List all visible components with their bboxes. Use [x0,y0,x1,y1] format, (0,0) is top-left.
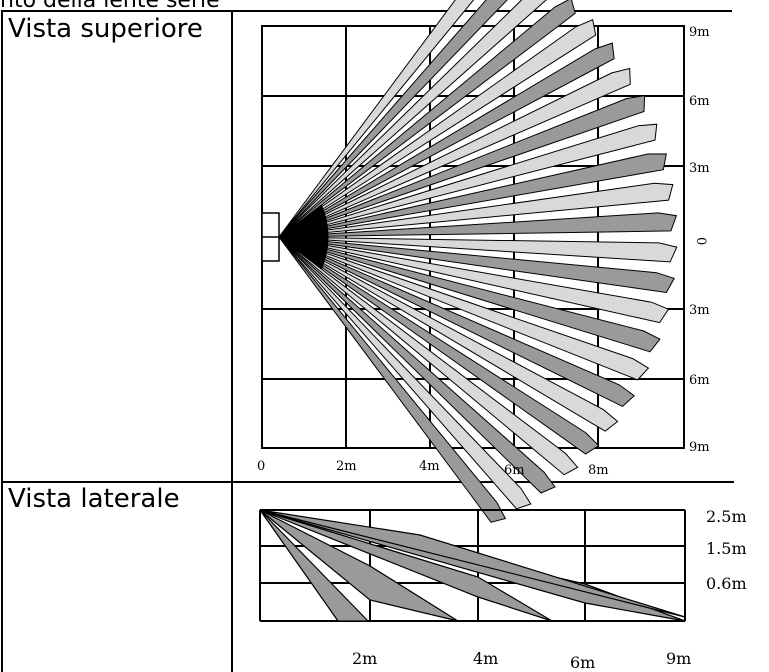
side-view-x-ticks: 2m 4m 6m 9m [352,649,691,672]
top-beam-6 [278,67,631,238]
top-x-tick-3: 6m [504,463,525,478]
top-beam-12 [278,236,678,263]
top-y-tick-2: 3m [689,161,710,176]
table-border-left [1,10,3,672]
top-beam-18 [278,236,619,432]
top-x-tick-4: 8m [588,463,609,478]
top-beam-8 [278,123,658,238]
top-x-tick-0: 0 [257,459,265,474]
side-x-tick-3: 9m [666,649,691,668]
side-x-tick-2: 6m [570,653,595,672]
side-beam-0 [259,509,370,622]
top-beam-14 [278,236,670,324]
figure-caption: nto della lente serie [0,0,220,13]
top-beam-0 [278,0,475,238]
top-beam-17 [278,236,635,407]
side-height-tick-2: 0.6m [706,574,747,593]
top-beam-22 [278,236,532,510]
top-beam-19 [278,236,600,455]
side-view-height-ticks: 2.5m 1.5m 0.6m [706,507,747,593]
top-beam-16 [278,236,650,381]
top-x-tick-2: 4m [419,459,440,474]
side-height-tick-1: 1.5m [706,539,747,558]
top-beam-15 [278,236,661,353]
top-beam-5 [278,42,615,238]
top-beam-9 [278,153,667,238]
side-view-beams [259,509,686,622]
top-view-y-ticks: 9m 6m 3m 0 3m 6m 9m [689,25,710,455]
top-y-tick-0: 9m [689,25,710,40]
top-beam-2 [278,0,547,238]
side-beam-2 [259,509,553,622]
sensor-body [261,212,280,262]
side-height-tick-0: 2.5m [706,507,747,526]
beam-apex [279,205,329,269]
table-divider-vertical [231,10,233,672]
top-view-label: Vista superiore [8,14,203,44]
side-beam-4 [259,509,686,618]
table-border-top [1,10,732,12]
side-beam-1 [259,509,459,622]
top-y-tick-1: 6m [689,94,710,109]
top-beam-23 [278,236,507,523]
top-y-tick-6: 9m [689,440,710,455]
side-x-tick-1: 4m [473,649,498,668]
top-x-tick-1: 2m [336,459,357,474]
top-view-beams [278,0,678,523]
top-beam-11 [278,212,678,238]
top-y-tick-5: 6m [689,373,710,388]
top-beam-10 [278,182,674,238]
side-view-label: Vista laterale [8,484,180,514]
top-beam-7 [278,95,646,238]
top-beam-4 [278,18,597,238]
top-view-x-ticks: 0 2m 4m 6m 8m [257,459,609,478]
top-beam-13 [278,236,675,294]
table-divider-horizontal [1,481,734,483]
top-beam-21 [278,236,556,494]
top-beam-1 [278,0,508,238]
side-x-tick-0: 2m [352,649,377,668]
top-y-tick-3: 0 [693,237,708,245]
top-beam-3 [278,0,576,238]
top-y-tick-4: 3m [689,303,710,318]
top-beam-20 [278,236,579,476]
